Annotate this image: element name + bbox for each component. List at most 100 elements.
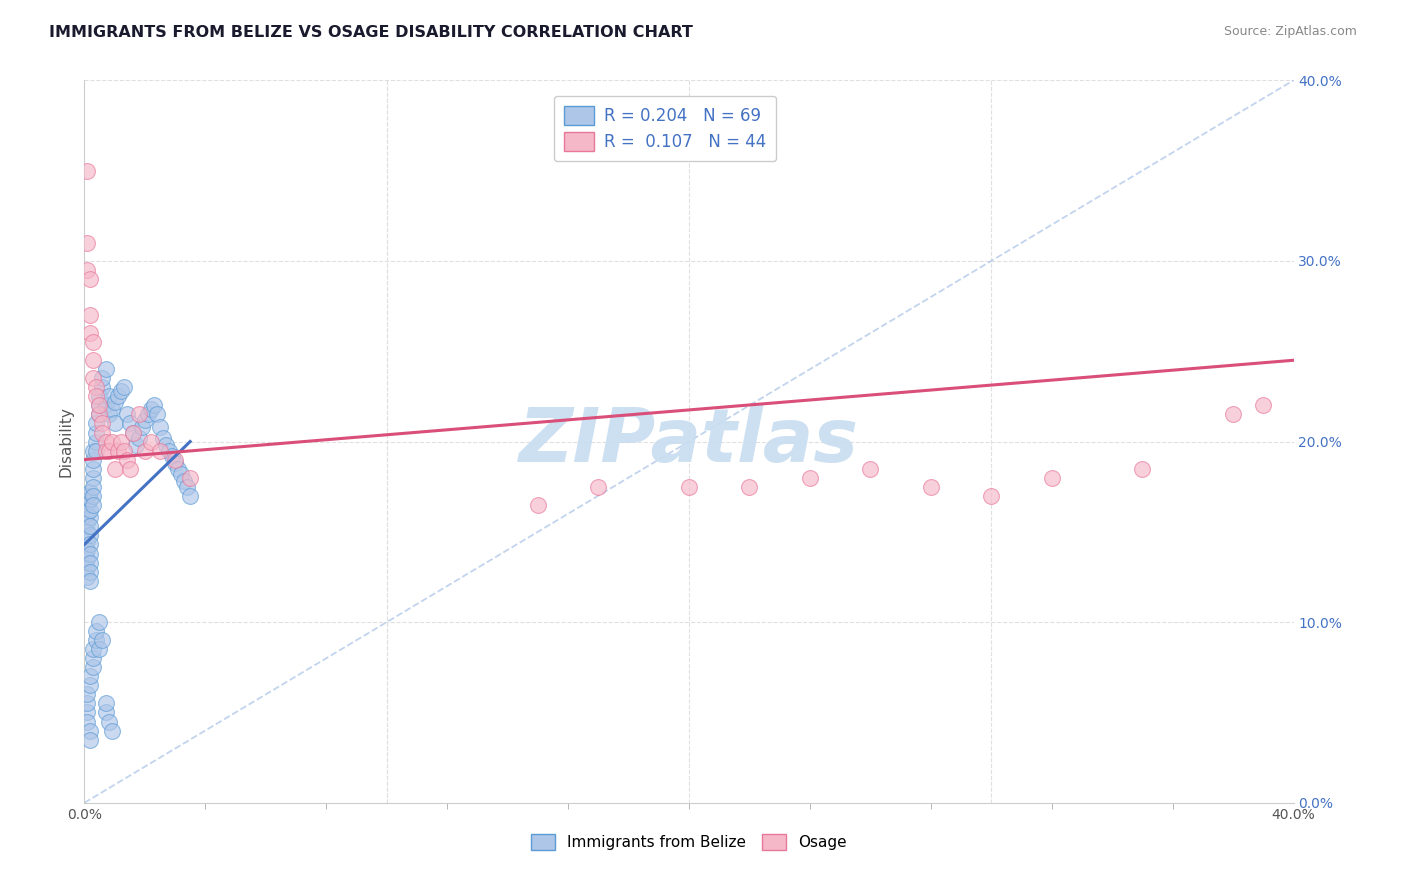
Point bbox=[173, 475, 195, 489]
Point bbox=[79, 308, 101, 322]
Point bbox=[79, 565, 101, 579]
Point bbox=[100, 402, 122, 417]
Point bbox=[91, 380, 114, 394]
Point bbox=[82, 642, 104, 657]
Point bbox=[165, 456, 187, 470]
Point bbox=[100, 434, 122, 449]
Point bbox=[160, 449, 183, 463]
Point bbox=[170, 467, 193, 481]
Point bbox=[76, 714, 98, 729]
Point bbox=[76, 163, 98, 178]
Point bbox=[136, 408, 159, 422]
Point bbox=[76, 561, 98, 575]
Point bbox=[97, 408, 120, 422]
Point bbox=[86, 624, 108, 639]
Point bbox=[1253, 398, 1275, 412]
Point bbox=[100, 723, 122, 738]
Point bbox=[527, 498, 550, 512]
Point bbox=[82, 461, 104, 475]
Point bbox=[165, 452, 187, 467]
Point bbox=[859, 461, 882, 475]
Point bbox=[179, 471, 201, 485]
Text: Source: ZipAtlas.com: Source: ZipAtlas.com bbox=[1223, 25, 1357, 38]
Point bbox=[82, 335, 104, 350]
Point bbox=[86, 425, 108, 440]
Point bbox=[76, 687, 98, 701]
Point bbox=[91, 633, 114, 648]
Point bbox=[738, 480, 761, 494]
Point bbox=[94, 697, 117, 711]
Point bbox=[89, 398, 111, 412]
Point bbox=[82, 452, 104, 467]
Point bbox=[155, 438, 177, 452]
Point bbox=[678, 480, 700, 494]
Point bbox=[157, 443, 180, 458]
Point bbox=[82, 651, 104, 665]
Point bbox=[142, 398, 165, 412]
Point bbox=[86, 434, 108, 449]
Point bbox=[86, 389, 108, 403]
Point bbox=[79, 574, 101, 588]
Point bbox=[79, 492, 101, 507]
Point bbox=[76, 706, 98, 720]
Point bbox=[76, 489, 98, 503]
Point bbox=[86, 443, 108, 458]
Point bbox=[97, 443, 120, 458]
Point bbox=[799, 471, 821, 485]
Point bbox=[980, 489, 1002, 503]
Point bbox=[76, 570, 98, 584]
Point bbox=[79, 326, 101, 340]
Point bbox=[125, 438, 148, 452]
Point bbox=[94, 362, 117, 376]
Point bbox=[76, 533, 98, 548]
Point bbox=[149, 420, 172, 434]
Point bbox=[97, 714, 120, 729]
Point bbox=[79, 485, 101, 500]
Point bbox=[97, 389, 120, 403]
Point bbox=[146, 408, 169, 422]
Point bbox=[89, 408, 111, 422]
Point bbox=[104, 417, 127, 431]
Point bbox=[76, 498, 98, 512]
Point bbox=[128, 408, 150, 422]
Point bbox=[128, 431, 150, 445]
Point bbox=[89, 398, 111, 412]
Point bbox=[94, 443, 117, 458]
Point bbox=[76, 697, 98, 711]
Point bbox=[167, 461, 190, 475]
Point bbox=[79, 503, 101, 517]
Point bbox=[176, 480, 198, 494]
Point bbox=[118, 417, 141, 431]
Point bbox=[89, 389, 111, 403]
Point bbox=[89, 642, 111, 657]
Point bbox=[112, 443, 135, 458]
Point bbox=[107, 443, 129, 458]
Point bbox=[115, 452, 138, 467]
Point bbox=[76, 507, 98, 521]
Y-axis label: Disability: Disability bbox=[58, 406, 73, 477]
Point bbox=[79, 723, 101, 738]
Point bbox=[920, 480, 942, 494]
Point bbox=[89, 615, 111, 630]
Point bbox=[110, 384, 132, 398]
Point bbox=[82, 443, 104, 458]
Point bbox=[104, 461, 127, 475]
Point bbox=[79, 556, 101, 570]
Point bbox=[82, 471, 104, 485]
Point bbox=[91, 371, 114, 385]
Point bbox=[86, 633, 108, 648]
Legend: Immigrants from Belize, Osage: Immigrants from Belize, Osage bbox=[524, 829, 853, 856]
Point bbox=[118, 461, 141, 475]
Point bbox=[79, 732, 101, 747]
Point bbox=[82, 489, 104, 503]
Text: ZIPatlas: ZIPatlas bbox=[519, 405, 859, 478]
Point bbox=[79, 678, 101, 692]
Point bbox=[86, 380, 108, 394]
Point bbox=[82, 371, 104, 385]
Point bbox=[79, 547, 101, 561]
Point bbox=[139, 402, 162, 417]
Point bbox=[94, 434, 117, 449]
Point bbox=[110, 434, 132, 449]
Point bbox=[79, 510, 101, 524]
Point bbox=[79, 528, 101, 542]
